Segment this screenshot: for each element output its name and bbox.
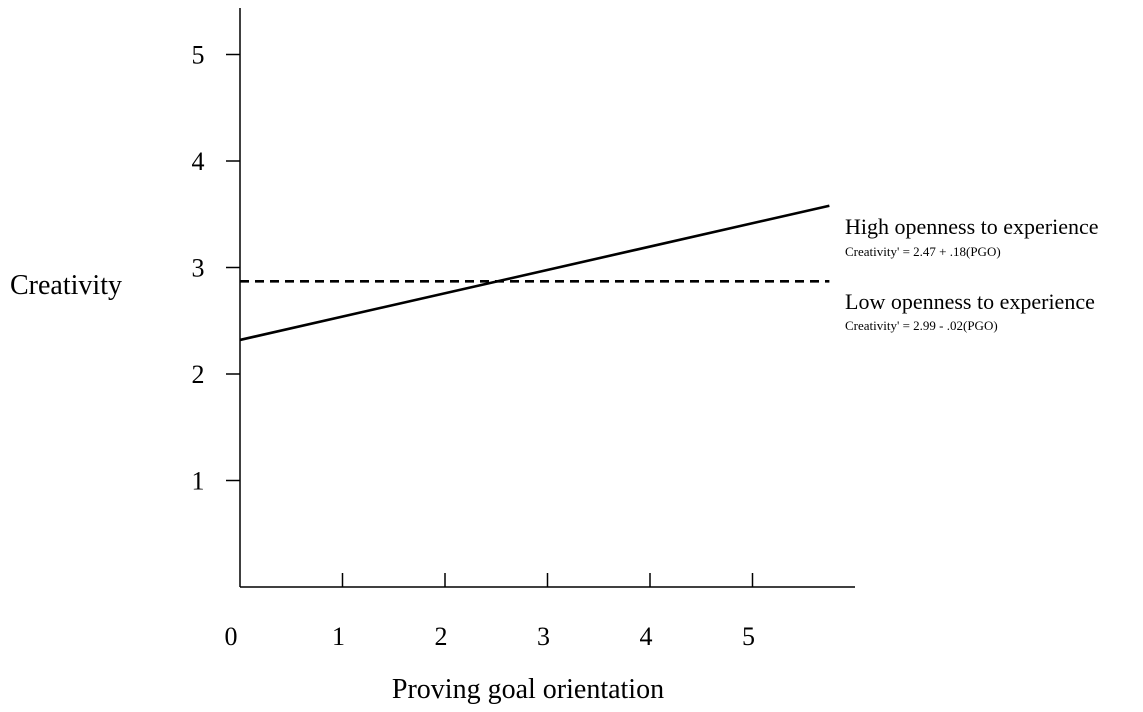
y-tick-label: 5 [192, 41, 205, 70]
legend: High openness to experience Creativity' … [845, 214, 1099, 333]
y-tick-label: 1 [192, 467, 205, 496]
y-axis: 1 2 3 4 5 [192, 8, 241, 587]
x-tick-label: 3 [537, 622, 550, 651]
x-tick-label: 2 [435, 622, 448, 651]
x-tick-label: 4 [640, 622, 653, 651]
x-tick-label: 1 [332, 622, 345, 651]
series-line-high-openness [239, 204, 830, 342]
series-label-low: Low openness to experience [845, 289, 1095, 314]
y-axis-title: Creativity [10, 270, 122, 301]
y-tick-label: 3 [192, 254, 205, 283]
x-tick-label: 0 [225, 622, 238, 651]
series-equation-low: Creativity' = 2.99 - .02(PGO) [845, 318, 998, 333]
series-equation-high: Creativity' = 2.47 + .18(PGO) [845, 244, 1001, 259]
y-tick-label: 2 [192, 360, 205, 389]
x-tick-label: 5 [742, 622, 755, 651]
x-axis-title: Proving goal orientation [392, 674, 664, 705]
x-axis: 0 1 2 3 4 5 [225, 573, 855, 651]
series-group [239, 204, 830, 342]
y-tick-label: 4 [192, 147, 205, 176]
series-label-high: High openness to experience [845, 214, 1099, 239]
